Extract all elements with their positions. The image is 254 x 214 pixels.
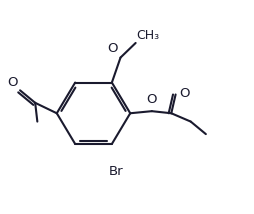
Text: CH₃: CH₃ [137, 29, 160, 42]
Text: Br: Br [109, 165, 123, 178]
Text: O: O [179, 87, 189, 100]
Text: O: O [107, 42, 117, 55]
Text: O: O [7, 76, 18, 89]
Text: O: O [147, 93, 157, 106]
